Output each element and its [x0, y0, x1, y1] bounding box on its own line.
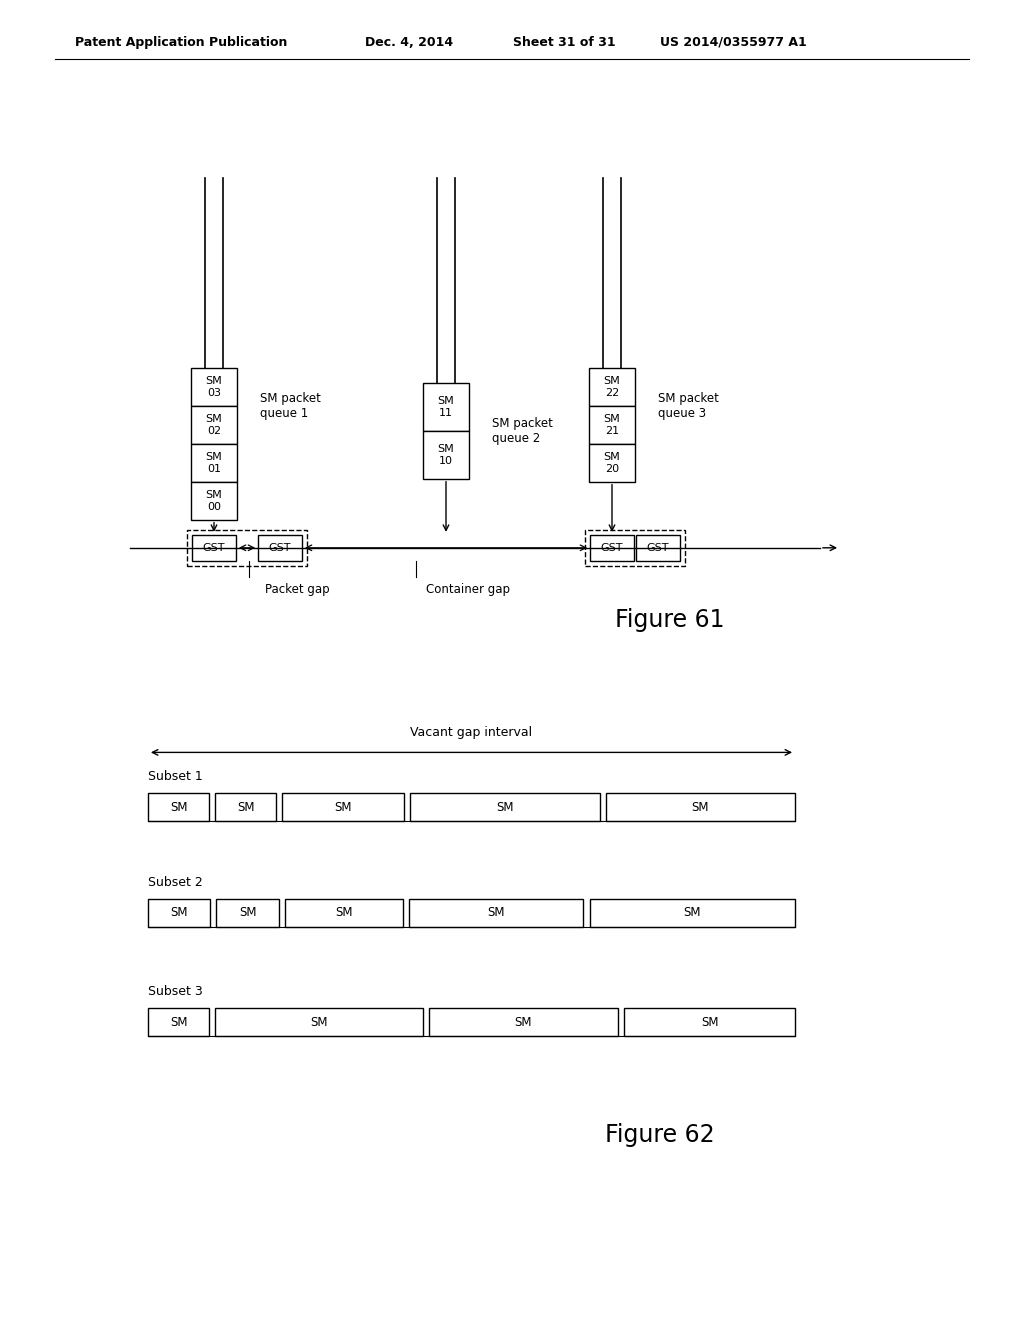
Text: Subset 2: Subset 2: [148, 875, 203, 888]
Bar: [423, 430, 469, 479]
Text: GST: GST: [268, 543, 291, 553]
Text: SM: SM: [497, 800, 514, 813]
Bar: [215, 793, 276, 821]
Bar: [589, 444, 635, 482]
Bar: [193, 535, 236, 561]
Bar: [636, 535, 680, 561]
Text: Figure 62: Figure 62: [605, 1123, 715, 1147]
Bar: [624, 1008, 795, 1036]
Text: SM: SM: [335, 906, 352, 919]
Text: SM: SM: [515, 1015, 532, 1028]
Bar: [148, 899, 210, 927]
Text: US 2014/0355977 A1: US 2014/0355977 A1: [660, 36, 807, 49]
Bar: [148, 793, 209, 821]
Text: Vacant gap interval: Vacant gap interval: [411, 726, 532, 739]
Text: SM: SM: [239, 906, 256, 919]
Text: SM
01: SM 01: [206, 451, 222, 474]
Bar: [258, 535, 302, 561]
Bar: [191, 482, 237, 520]
Bar: [191, 444, 237, 482]
Text: SM packet
queue 3: SM packet queue 3: [658, 392, 719, 420]
Text: Patent Application Publication: Patent Application Publication: [75, 36, 288, 49]
Text: Container gap: Container gap: [426, 583, 510, 595]
Bar: [590, 899, 795, 927]
Text: Subset 3: Subset 3: [148, 985, 203, 998]
Bar: [191, 405, 237, 444]
Bar: [285, 899, 403, 927]
Text: GST: GST: [601, 543, 624, 553]
Text: SM
11: SM 11: [437, 396, 455, 417]
Text: SM: SM: [237, 800, 254, 813]
Text: SM
00: SM 00: [206, 490, 222, 512]
Text: SM packet
queue 2: SM packet queue 2: [492, 417, 553, 445]
Bar: [423, 383, 469, 430]
Text: Dec. 4, 2014: Dec. 4, 2014: [365, 36, 454, 49]
Text: Figure 61: Figure 61: [615, 609, 725, 632]
Text: SM: SM: [170, 1015, 187, 1028]
Bar: [411, 793, 600, 821]
Bar: [215, 1008, 423, 1036]
Text: SM: SM: [170, 800, 187, 813]
Bar: [191, 368, 237, 405]
Bar: [283, 793, 404, 821]
Text: Sheet 31 of 31: Sheet 31 of 31: [513, 36, 615, 49]
Text: SM: SM: [170, 906, 187, 919]
Bar: [216, 899, 279, 927]
Text: SM: SM: [691, 800, 710, 813]
Bar: [585, 529, 685, 566]
Bar: [410, 899, 584, 927]
Bar: [606, 793, 795, 821]
Bar: [589, 368, 635, 405]
Bar: [148, 1008, 209, 1036]
Text: SM
20: SM 20: [603, 451, 621, 474]
Text: SM: SM: [700, 1015, 718, 1028]
Text: SM
10: SM 10: [437, 444, 455, 466]
Text: SM
21: SM 21: [603, 414, 621, 436]
Text: SM: SM: [684, 906, 701, 919]
Text: SM: SM: [335, 800, 352, 813]
Bar: [187, 529, 307, 566]
Text: GST: GST: [647, 543, 670, 553]
Bar: [429, 1008, 618, 1036]
Text: GST: GST: [203, 543, 225, 553]
Text: SM packet
queue 1: SM packet queue 1: [260, 392, 321, 420]
Text: SM
02: SM 02: [206, 414, 222, 436]
Text: Packet gap: Packet gap: [265, 583, 330, 595]
Text: SM: SM: [487, 906, 505, 919]
Text: Subset 1: Subset 1: [148, 770, 203, 783]
Bar: [590, 535, 634, 561]
Bar: [589, 405, 635, 444]
Text: SM
22: SM 22: [603, 376, 621, 397]
Text: SM
03: SM 03: [206, 376, 222, 397]
Text: SM: SM: [310, 1015, 328, 1028]
